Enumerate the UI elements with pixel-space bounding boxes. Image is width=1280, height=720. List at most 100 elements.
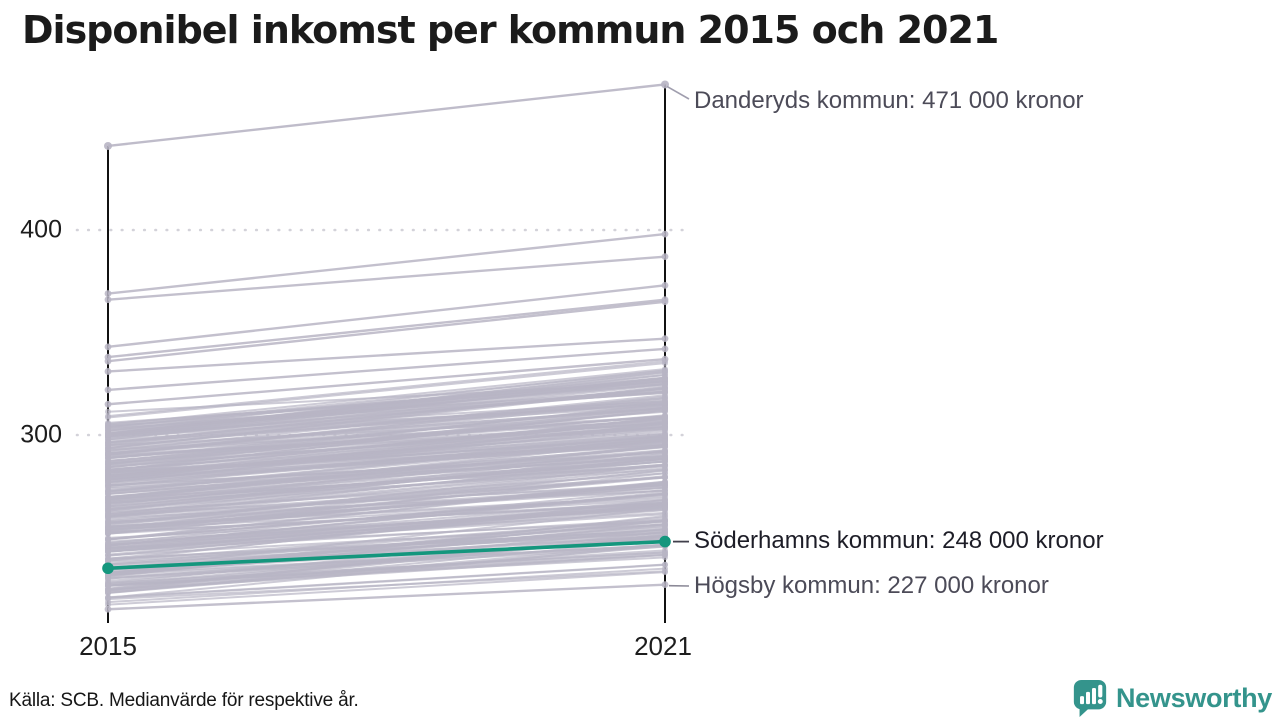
slope-line-bundle-dot-2021 (662, 522, 668, 529)
slope-line-bundle-dot-2021 (662, 415, 668, 422)
slope-line-bundle-dot-2021 (662, 514, 668, 521)
slope-line-bundle (107, 368, 666, 426)
slope-line-bundle (107, 507, 666, 571)
newsworthy-logo-text: Newsworthy (1115, 682, 1272, 713)
slope-line-bundle-dot-2015 (105, 414, 111, 421)
slope-line-6-dot-2015 (104, 386, 112, 394)
x-axis-label-2015: 2015 (79, 631, 137, 661)
slope-line-bundle-dot-2021 (662, 404, 668, 411)
slope-line-bundle (107, 415, 666, 462)
slope-line-bundle (107, 438, 666, 494)
annotation-hogsby: Högsby kommun: 227 000 kronor (694, 572, 1049, 599)
annotation-soderhamn: Söderhamns kommun: 248 000 kronor (694, 527, 1104, 554)
slope-line-0 (107, 232, 666, 295)
slope-line-5-dot-2015 (104, 368, 112, 375)
slope-line-6-dot-2021 (661, 345, 669, 353)
slope-line-bundle-dot-2021 (662, 388, 668, 395)
slope-line-bundle (107, 383, 666, 424)
slope-line-bundle-dot-2021 (662, 443, 668, 450)
slope-line-2-dot-2021 (661, 281, 669, 289)
slope-line-bundle-dot-2015 (105, 577, 111, 584)
slope-line-bundle-dot-2021 (662, 529, 668, 536)
slope-line-bundle (107, 567, 666, 604)
y-axis-tick-400: 400 (20, 215, 62, 244)
slope-line-bundle-dot-2015 (105, 497, 111, 504)
slope-line-bundle-dot-2021 (662, 372, 668, 379)
slope-line-2 (107, 284, 666, 349)
slope-line-bundle (107, 399, 666, 445)
slope-line-bundle-dot-2015 (105, 489, 111, 496)
slope-line-bundle-dot-2021 (662, 504, 668, 511)
page-title: Disponibel inkomst per kommun 2015 och 2… (22, 8, 999, 52)
slope-line-bundle-dot-2021 (662, 565, 668, 572)
slope-line-bundle (107, 544, 666, 575)
slope-line-bundle (107, 409, 666, 465)
slope-line-bundle (107, 390, 666, 436)
slope-line-0-dot-2021 (661, 230, 669, 238)
slope-line-bundle-dot-2015 (105, 430, 111, 437)
slope-line-bundle-dot-2021 (662, 381, 668, 388)
slope-line-bundle (107, 374, 666, 435)
source-note: Källa: SCB. Medianvärde för respektive å… (9, 690, 359, 711)
slope-line-bundle (107, 531, 666, 567)
slope-line-bundle (107, 563, 666, 599)
slope-line-4-dot-2021 (661, 298, 669, 306)
slope-line-bundle-dot-2015 (105, 440, 111, 447)
x-axis-label-2021: 2021 (634, 631, 692, 661)
slope-line-bundle-dot-2021 (662, 474, 668, 481)
slope-line-bundle-dot-2015 (105, 475, 111, 482)
y-axis-tick-300: 300 (20, 420, 62, 449)
newsworthy-logo: Newsworthy (1071, 678, 1272, 718)
slope-line-5 (107, 337, 666, 373)
slope-line-bundle (107, 553, 666, 592)
slope-line-bundle-dot-2021 (662, 554, 668, 561)
slope-line-soderhamn-highlight-dot-2015 (102, 562, 114, 575)
slope-line-bundle (107, 467, 666, 525)
slope-line-bundle (107, 506, 666, 556)
slope-line-bundle-dot-2015 (105, 462, 111, 469)
slope-line-bundle (107, 401, 666, 447)
slope-line-bundle (107, 424, 666, 467)
slope-line-bundle-dot-2021 (662, 547, 668, 554)
slope-line-bundle (107, 395, 666, 456)
slope-line-bundle-dot-2021 (662, 393, 668, 400)
slope-line-5-dot-2021 (661, 335, 669, 343)
slope-line-6 (107, 347, 666, 392)
slope-line-bundle (107, 456, 666, 495)
newsworthy-bubble-icon (1073, 679, 1107, 717)
slope-line-bundle (107, 484, 666, 515)
slope-line-bundle-dot-2021 (662, 483, 668, 490)
slope-line-bundle-dot-2021 (662, 454, 668, 461)
slope-line-bundle (107, 416, 666, 447)
slope-line-1 (107, 255, 666, 301)
slope-line-bundle-dot-2021 (662, 366, 668, 373)
slope-line-bundle (107, 523, 666, 557)
slope-line-bundle-dot-2021 (662, 422, 668, 429)
slope-line-bundle (107, 501, 666, 534)
slope-line-4 (107, 300, 666, 363)
slope-line-hogsby (107, 583, 666, 611)
slope-line-bundle-dot-2015 (105, 511, 111, 518)
slope-line-bundle-dot-2021 (662, 397, 668, 404)
slope-line-bundle-dot-2015 (105, 408, 111, 415)
slope-line-bundle (107, 434, 666, 480)
slope-line-bundle (107, 491, 666, 547)
slope-line-bundle (107, 362, 666, 419)
slope-line-bundle (107, 383, 666, 431)
slope-line-bundle-dot-2015 (105, 426, 111, 433)
slope-line-7 (107, 357, 666, 406)
slope-line-bundle (107, 556, 666, 587)
slope-line-bundle (107, 460, 666, 516)
slope-line-bundle-dot-2015 (105, 551, 111, 558)
slope-line-2-dot-2015 (104, 343, 112, 351)
slope-line-danderyd (107, 83, 666, 148)
slope-line-bundle (107, 417, 666, 481)
slope-line-bundle (107, 498, 666, 531)
slope-line-hogsby-dot-2015 (104, 605, 112, 613)
slope-line-bundle-dot-2015 (105, 503, 111, 510)
slope-line-bundle-dot-2015 (105, 469, 111, 476)
slope-line-0-dot-2015 (104, 290, 112, 297)
slope-line-4-dot-2015 (104, 357, 112, 365)
slope-line-bundle-dot-2015 (105, 446, 111, 453)
